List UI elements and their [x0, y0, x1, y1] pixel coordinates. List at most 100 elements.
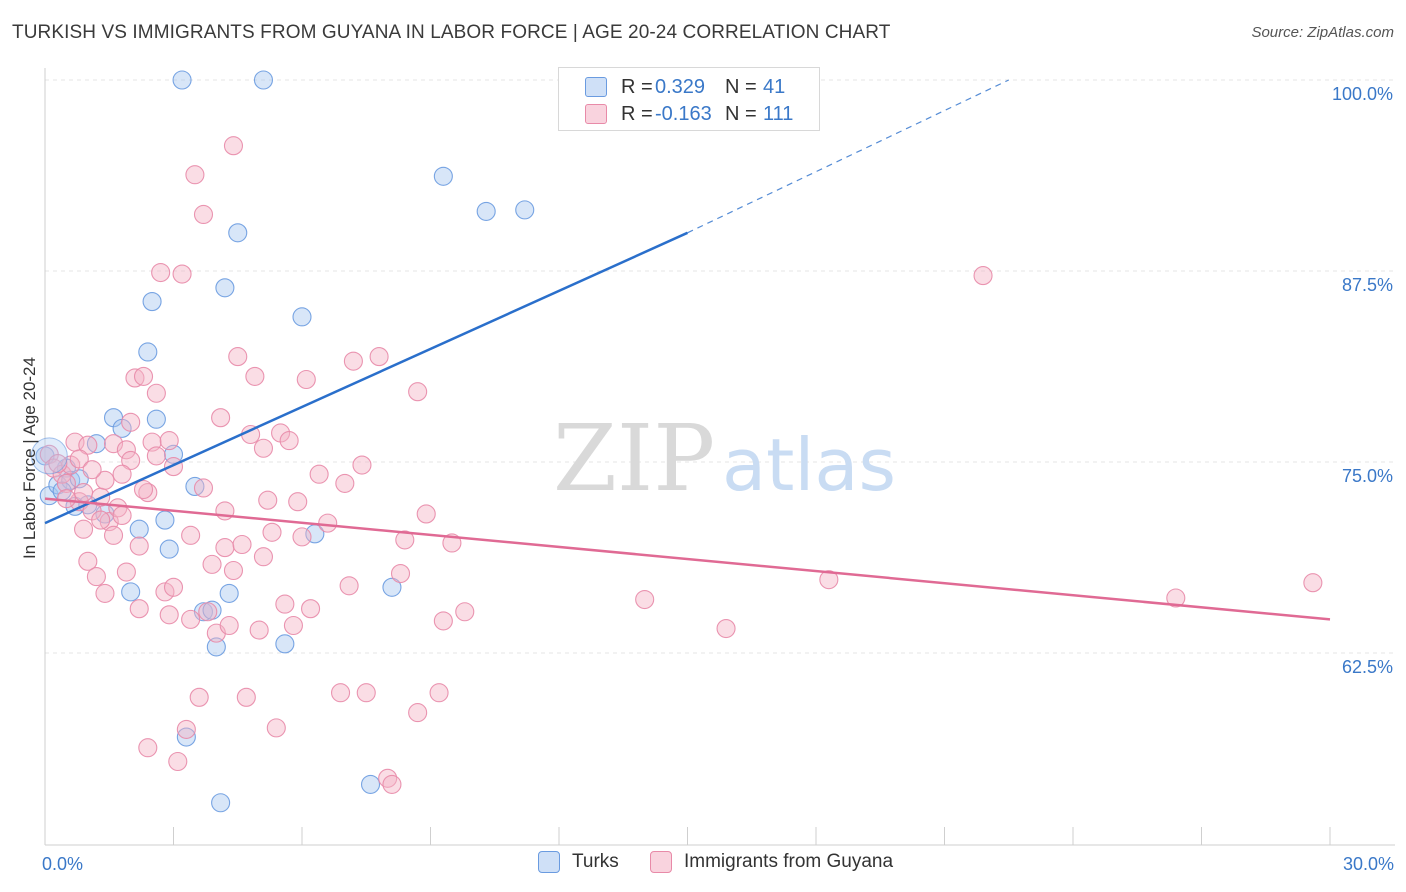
legend-item-turks[interactable]: Turks — [538, 851, 619, 873]
turks-point — [253, 70, 274, 90]
turks-point — [211, 793, 231, 813]
guyana-point — [335, 473, 355, 493]
legend-swatch-guyana — [650, 851, 672, 873]
turks-point — [121, 582, 141, 602]
guyana-point — [339, 576, 359, 596]
guyana-point — [112, 505, 132, 526]
guyana-trend-line — [44, 497, 1331, 621]
guyana-point — [69, 449, 89, 469]
guyana-point — [95, 470, 115, 490]
guyana-point — [249, 620, 269, 640]
turks-point — [515, 200, 535, 220]
legend-r-value: -0.163 — [655, 102, 712, 125]
turks-point — [172, 70, 192, 90]
guyana-point — [146, 383, 166, 403]
axes — [44, 68, 1395, 846]
turks-point — [176, 727, 196, 747]
guyana-point — [78, 551, 98, 571]
guyana-point — [78, 435, 98, 455]
watermark-atlas: atlas — [722, 423, 896, 507]
legend-swatch-turks — [538, 851, 560, 873]
series-legend: Turks Immigrants from Guyana — [0, 851, 1406, 879]
guyana-point — [215, 538, 235, 558]
guyana-point — [382, 774, 402, 794]
guyana-point — [146, 446, 166, 466]
guyana-point — [202, 554, 222, 574]
guyana-point — [369, 347, 389, 367]
guyana-point — [133, 479, 154, 500]
guyana-point — [198, 602, 218, 622]
guyana-point — [172, 264, 192, 284]
guyana-point — [395, 530, 415, 550]
guyana-point — [193, 204, 214, 225]
turks-point — [476, 201, 496, 221]
legend-r-label: R = — [621, 75, 653, 98]
guyana-point — [138, 738, 158, 758]
guyana-point — [56, 489, 76, 509]
guyana-point — [455, 602, 475, 622]
guyana-point — [95, 583, 115, 603]
turks-point — [206, 637, 226, 657]
legend-n-value: 111 — [763, 102, 794, 125]
trend-lines — [44, 79, 1331, 621]
guyana-point — [279, 431, 299, 451]
guyana-point — [330, 683, 351, 703]
turks-point — [146, 409, 166, 429]
turks-point — [155, 510, 175, 530]
guyana-point — [236, 687, 256, 707]
y-tick-label: 62.5% — [1342, 657, 1393, 677]
guyana-point — [176, 719, 196, 739]
guyana-point — [129, 536, 149, 556]
legend-swatch-turks — [585, 77, 607, 97]
guyana-point — [193, 478, 214, 498]
turks-point — [138, 342, 158, 362]
guyana-point — [112, 464, 132, 484]
guyana-point — [343, 351, 363, 371]
guyana-point — [219, 615, 239, 636]
guyana-point — [1303, 573, 1323, 593]
legend-item-guyana[interactable]: Immigrants from Guyana — [650, 851, 893, 873]
y-tick-label: 75.0% — [1342, 466, 1393, 486]
guyana-point — [819, 570, 839, 590]
guyana-point — [292, 527, 312, 547]
guyana-point — [390, 563, 411, 584]
guyana-point — [86, 567, 106, 587]
guyana-point — [309, 464, 329, 484]
guyana-point — [275, 594, 295, 614]
guyana-point — [288, 492, 308, 512]
turks-point — [360, 774, 381, 794]
turks-point — [292, 307, 312, 327]
guyana-point — [121, 450, 141, 471]
guyana-point — [296, 369, 316, 390]
turks-point — [159, 539, 179, 559]
turks-trend-extension — [687, 79, 1010, 234]
guyana-point — [116, 440, 136, 460]
guyana-point — [1166, 588, 1186, 608]
guyana-point — [116, 562, 136, 582]
legend-n-label: N = — [725, 75, 757, 98]
watermark: ZIP atlas — [553, 405, 896, 512]
guyana-point — [91, 510, 111, 530]
turks-point — [275, 634, 295, 654]
guyana-point — [74, 519, 94, 539]
guyana-point — [266, 718, 286, 738]
guyana-point — [283, 615, 303, 636]
correlation-legend: R = 0.329 N = 41 R = -0.163 N = 111 — [558, 67, 820, 131]
guyana-point — [318, 513, 338, 533]
guyana-point — [133, 366, 154, 386]
guyana-point — [429, 683, 449, 703]
turks-point — [228, 223, 248, 243]
turks-point — [219, 583, 239, 603]
x-tick-label: 30.0% — [1343, 854, 1394, 874]
guyana-point — [258, 490, 278, 510]
legend-row-turks: R = 0.329 N = 41 — [559, 74, 785, 100]
guyana-point — [185, 165, 205, 185]
source-label: Source: ZipAtlas.com — [1251, 24, 1394, 41]
guyana-point — [211, 408, 231, 428]
guyana-point — [408, 382, 428, 402]
guyana-point — [245, 366, 265, 386]
turks-cluster-point — [30, 437, 68, 475]
legend-label-turks: Turks — [572, 851, 619, 872]
guyana-point — [121, 412, 141, 432]
